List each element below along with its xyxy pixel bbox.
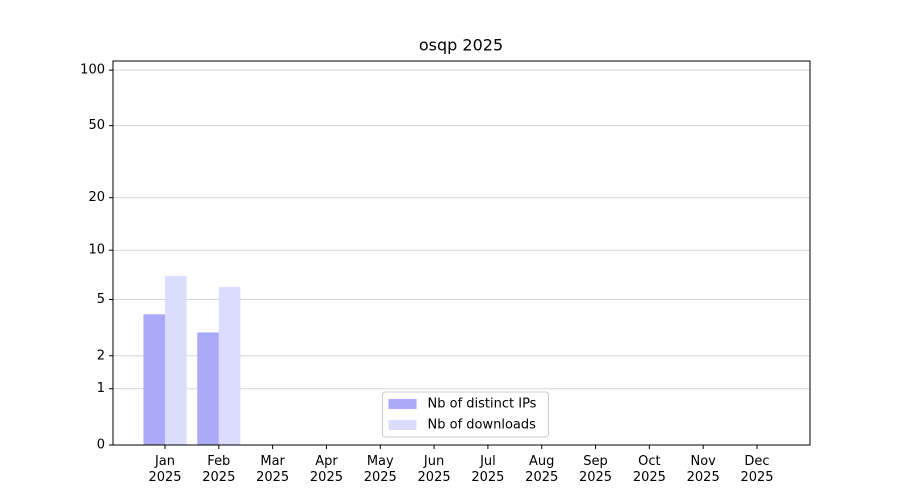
x-tick-label: Dec 2025 — [740, 454, 773, 485]
plot-frame — [112, 60, 811, 446]
y-tick-label: 2 — [97, 348, 105, 363]
x-tick-label: Apr 2025 — [310, 454, 343, 485]
y-tick-label: 10 — [88, 243, 105, 258]
y-tick-label: 100 — [80, 63, 105, 78]
x-tick-label: Jan 2025 — [148, 454, 181, 485]
y-tick-label: 5 — [97, 292, 105, 307]
legend-label: Nb of distinct IPs — [428, 397, 537, 412]
y-tick-label: 20 — [88, 190, 105, 205]
bar — [197, 332, 219, 445]
legend-swatch — [388, 420, 417, 430]
chart-title: osqp 2025 — [419, 36, 503, 55]
x-tick-label: May 2025 — [364, 454, 397, 485]
x-tick-label: Nov 2025 — [687, 454, 720, 485]
bar — [165, 276, 187, 445]
legend-swatch — [388, 399, 417, 409]
x-tick-label: Mar 2025 — [256, 454, 289, 485]
bar — [218, 286, 241, 445]
y-tick-label: 0 — [97, 438, 105, 453]
x-tick-label: Feb 2025 — [202, 454, 235, 485]
x-tick-label: Sep 2025 — [579, 454, 612, 485]
x-tick-label: Jun 2025 — [418, 454, 451, 485]
legend-box — [382, 391, 549, 438]
x-tick-label: Oct 2025 — [633, 454, 666, 485]
bar — [143, 314, 165, 445]
x-tick-label: Aug 2025 — [525, 454, 558, 485]
legend-label: Nb of downloads — [428, 418, 537, 433]
y-tick-label: 50 — [88, 118, 105, 133]
y-tick-label: 1 — [97, 381, 105, 396]
x-tick-label: Jul 2025 — [471, 454, 504, 485]
